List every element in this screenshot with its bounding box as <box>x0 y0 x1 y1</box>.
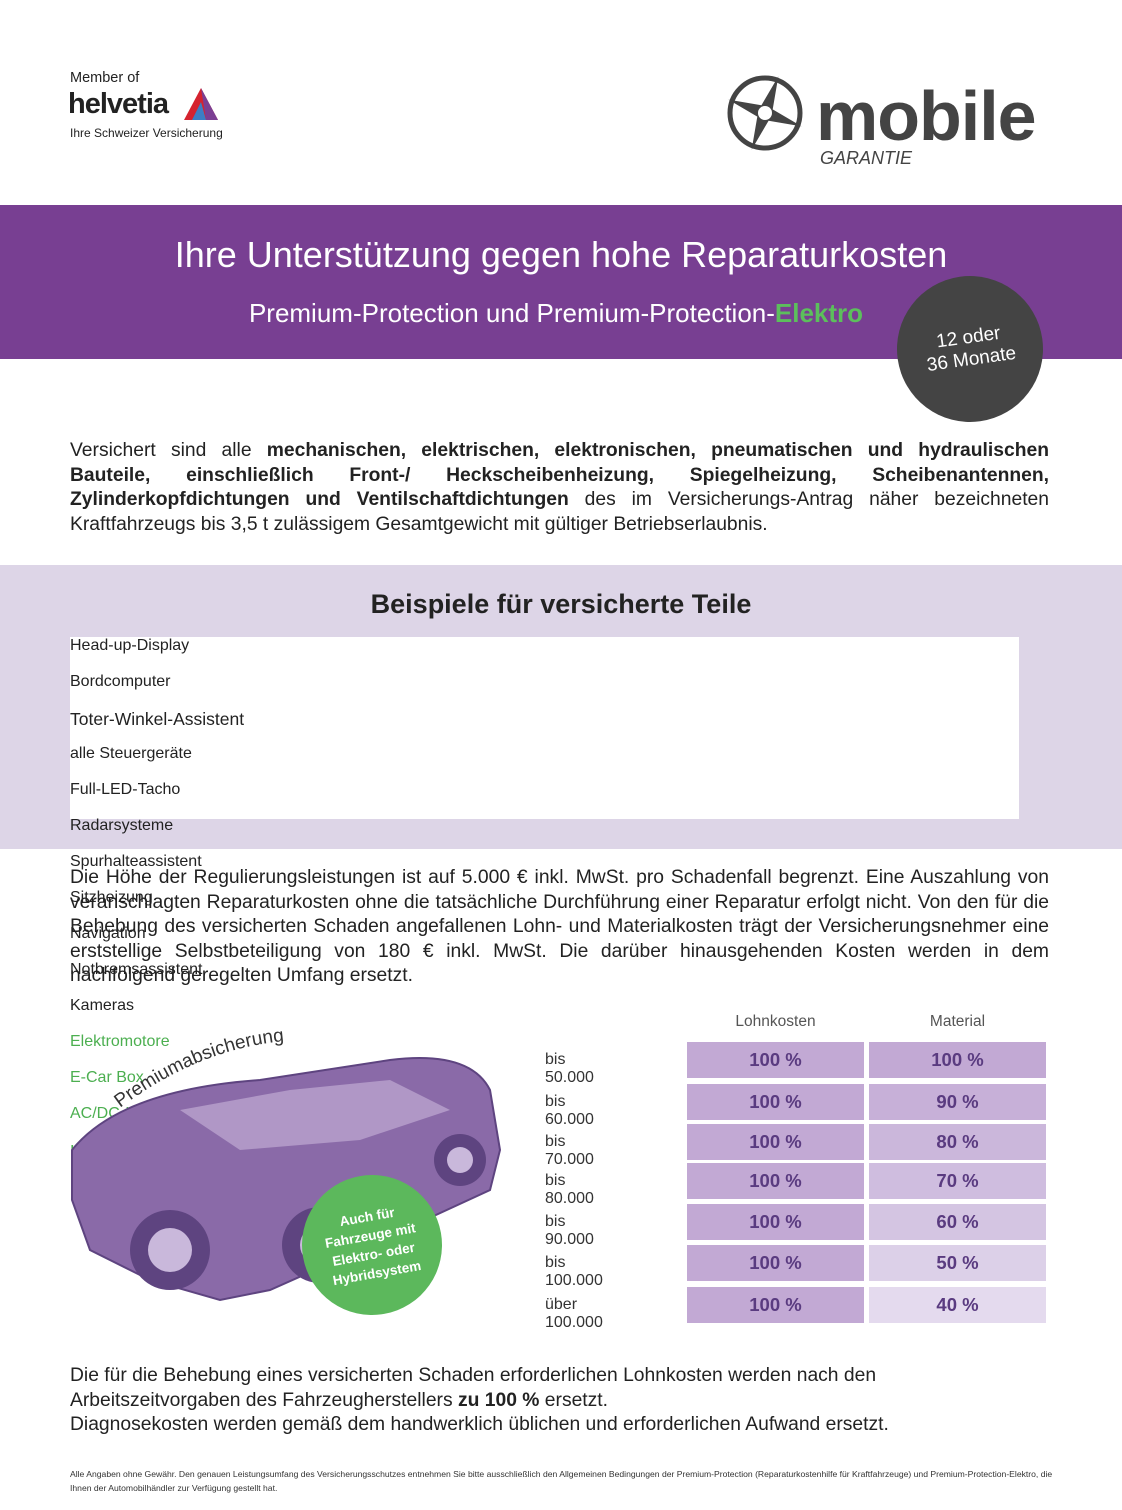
rate-label: bis 100.000 <box>545 1254 603 1289</box>
text: ersetzt. <box>539 1389 609 1411</box>
text: Diagnosekosten werden gemäß dem handwerk… <box>70 1414 889 1436</box>
bold-text: zu 100 % <box>457 1389 540 1411</box>
rate-cell: 100 % <box>687 1287 864 1323</box>
part-cell: Toter-Winkel-Assistent <box>70 709 245 729</box>
banner: Ihre Unterstützung gegen hohe Reparaturk… <box>0 205 1122 359</box>
rate-cell: 40 % <box>869 1287 1046 1323</box>
closing-text: Die für die Behebung eines versicherten … <box>70 1364 1049 1438</box>
rate-label: bis 70.000 <box>545 1133 594 1168</box>
subtitle-text: Premium-Protection und Premium-Protectio… <box>248 298 775 328</box>
rate-cell: 80 % <box>869 1124 1046 1160</box>
rate-label: bis 60.000 <box>545 1093 594 1128</box>
parts-section: Beispiele für versicherte Teile Head-up-… <box>0 565 1122 1194</box>
intro-text: Versichert sind alle mechanischen, elekt… <box>70 439 1049 537</box>
rate-cell: 100 % <box>869 1042 1046 1078</box>
rate-label: bis 90.000 <box>545 1213 594 1248</box>
part-cell: Head-up-Display <box>70 637 190 654</box>
parts-table: Head-up-Display Bordcomputer Toter-Winkel-… <box>70 637 1019 1194</box>
rate-cell: 90 % <box>869 1084 1046 1120</box>
part-cell: E-Car Box <box>70 1069 144 1086</box>
member-of: Member of <box>70 70 140 86</box>
rate-cell: 100 % <box>687 1124 864 1160</box>
brand-sub: GARANTIE <box>820 148 913 168</box>
rate-cell: 60 % <box>869 1204 1046 1240</box>
part-cell: Kameras <box>70 997 135 1014</box>
text: Die für die Behebung eines versicherten … <box>70 1365 877 1411</box>
helvetia-mark <box>184 88 218 120</box>
part-cell: Full-LED-Tacho <box>70 781 181 798</box>
rate-cell: 100 % <box>687 1042 864 1078</box>
parts-title: Beispiele für versicherte Teile <box>370 589 752 619</box>
helvetia-sub: Ihre Schweizer Versicherung <box>70 126 223 140</box>
text: des im Versicherungs-Antrag näher bezeic… <box>70 489 1049 535</box>
part-cell: Elektromotore <box>70 1033 170 1050</box>
closing-paragraph: Diagnosekosten werden gemäß dem handwerk… <box>70 1413 1049 1438</box>
subtitle-highlight: Elektro <box>774 298 864 328</box>
rate-cell: 100 % <box>687 1204 864 1240</box>
rate-label: über 100.000 <box>545 1296 603 1331</box>
car-illustration: Premiumabsicherung <box>71 1025 502 1302</box>
part-cell: Bordcomputer <box>70 673 171 690</box>
rate-cell: 100 % <box>687 1084 864 1120</box>
closing-paragraph: Die für die Behebung eines versicherten … <box>70 1364 1049 1413</box>
part-cell: Navigation <box>70 925 146 942</box>
banner-subtitle: Premium-Protection und Premium-Protectio… <box>0 298 1122 329</box>
rate-header: Lohnkosten <box>735 1013 816 1030</box>
rate-label: bis 50.000 <box>545 1051 594 1086</box>
part-cell: Spurhalteassistent <box>70 853 202 870</box>
rate-label: bis 80.000 <box>545 1172 594 1207</box>
limits-text: Die Höhe der Regulierungsleistungen ist … <box>70 867 1049 987</box>
part-cell: Sitzheizung <box>70 889 153 906</box>
part-cell: Notbremsassistent <box>70 961 203 978</box>
rate-cell: 100 % <box>687 1163 864 1199</box>
rate-cell: 50 % <box>869 1245 1046 1281</box>
bold-text: mechanischen, elektrischen, elektronisch… <box>70 440 1050 511</box>
footnote: Alle Angaben ohne Gewähr. Den genauen Le… <box>70 1469 1053 1493</box>
mobile-icon <box>727 75 803 151</box>
rate-cell: 100 % <box>687 1245 864 1281</box>
part-cell: Radarsysteme <box>70 817 174 834</box>
rate-cell: 70 % <box>869 1163 1046 1199</box>
helvetia-logo: helvetia <box>68 88 169 120</box>
banner-title: Ihre Unterstützung gegen hohe Reparaturk… <box>174 234 948 275</box>
brand: mobile <box>816 77 1037 155</box>
text: Versichert sind alle <box>70 440 267 461</box>
rate-header: Material <box>929 1013 986 1030</box>
part-cell: alle Steuergeräte <box>70 745 192 762</box>
